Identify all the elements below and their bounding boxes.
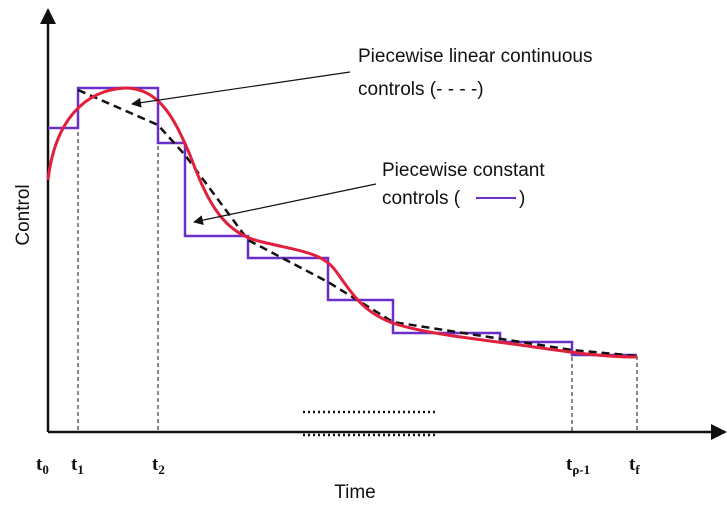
- tick-label: tf: [629, 454, 640, 477]
- annotation: controls (: [382, 188, 461, 209]
- continuous-control: [46, 86, 638, 359]
- annotation: ): [519, 188, 525, 209]
- x-axis-label: Time: [334, 482, 376, 503]
- annotation: Piecewise constant: [382, 160, 545, 181]
- piecewise-linear: [77, 88, 638, 358]
- tick-label: t2: [152, 454, 165, 477]
- tick-label: tρ-1: [566, 454, 590, 477]
- annotation: controls (- - - -): [358, 79, 484, 100]
- tick-label: t1: [71, 454, 84, 477]
- tick-label: t0: [36, 454, 49, 477]
- arrow: [193, 183, 377, 226]
- annotation: Piecewise linear continuous: [358, 46, 592, 67]
- guides: [77, 90, 638, 432]
- piecewise-constant: [48, 86, 637, 357]
- arrow: [131, 71, 351, 108]
- y-axis-label: Control: [13, 184, 34, 245]
